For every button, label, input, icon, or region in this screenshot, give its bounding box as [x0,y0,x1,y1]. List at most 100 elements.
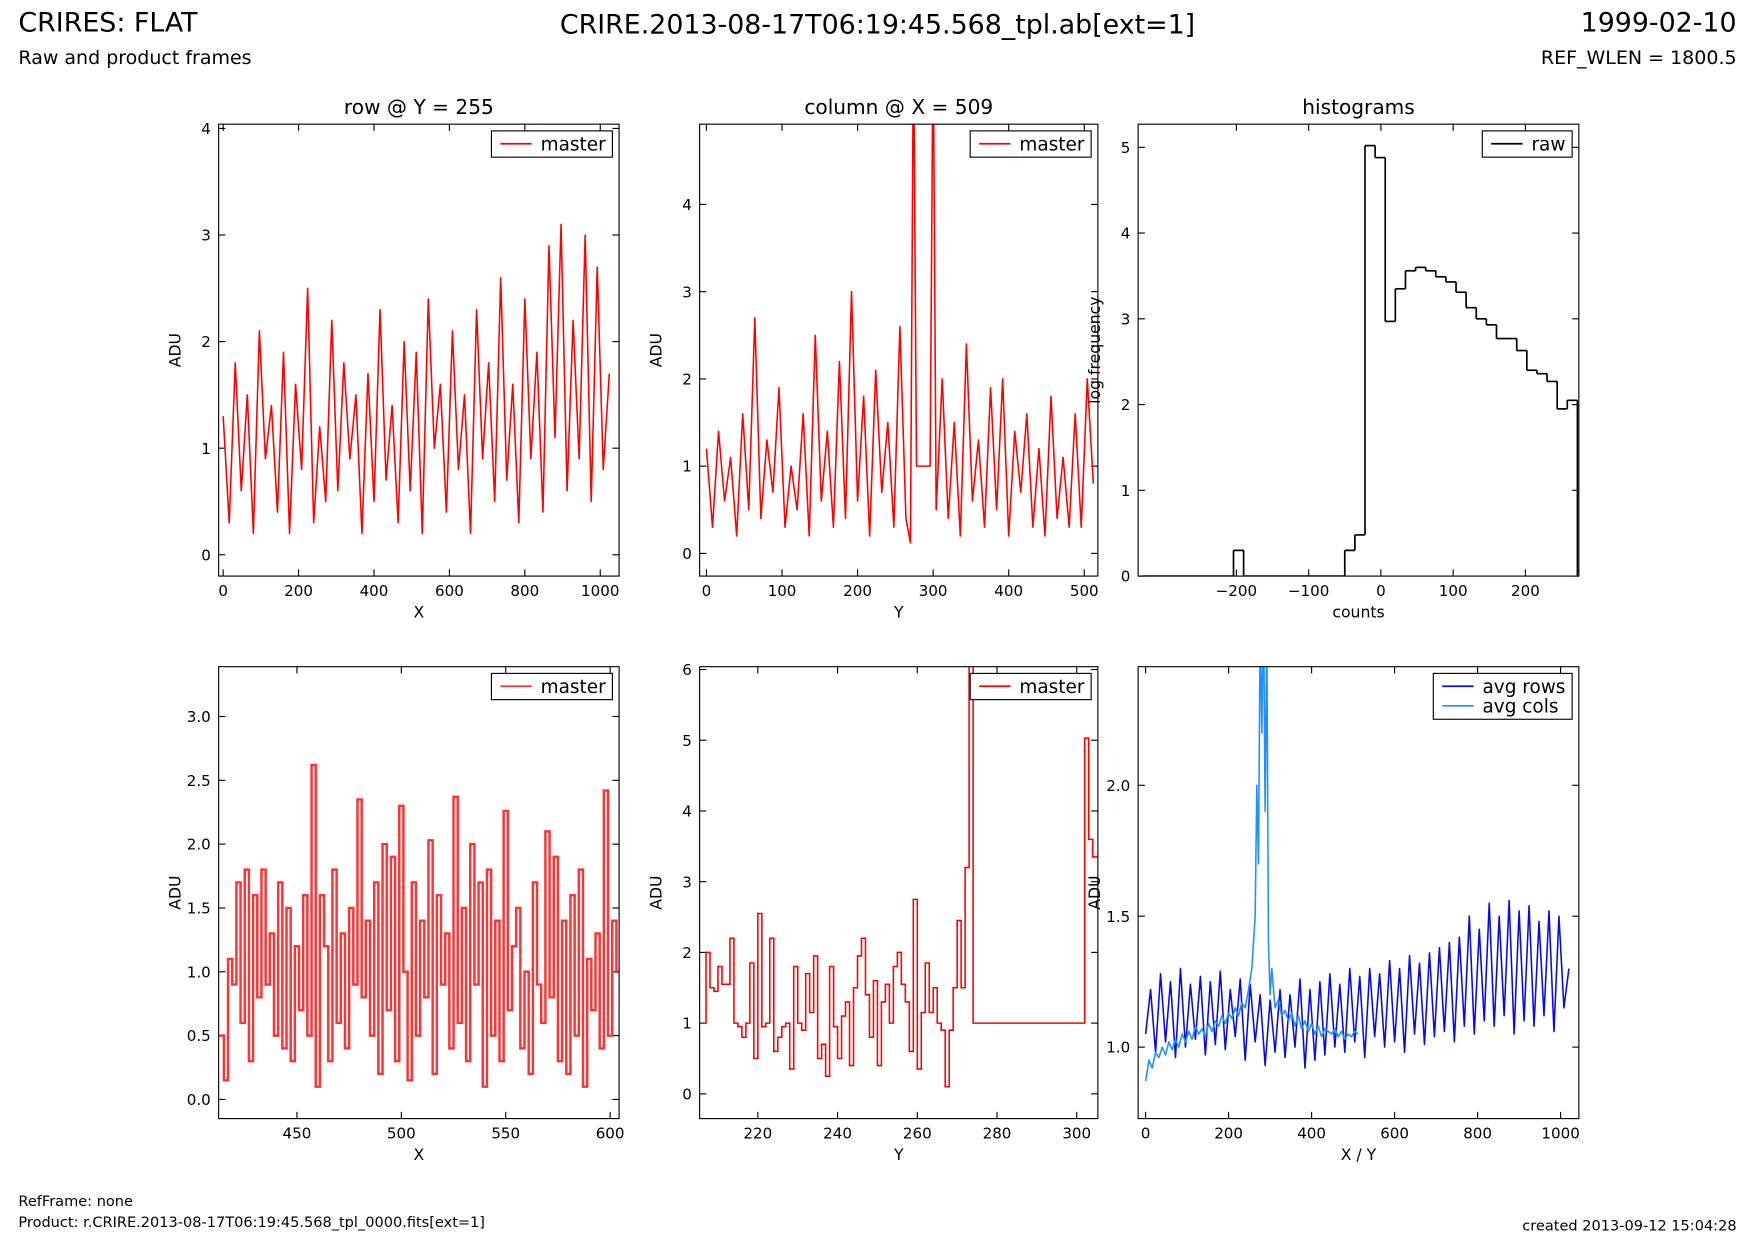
y-tick-label: 3 [1121,310,1131,328]
y-tick-label: 3 [682,283,692,301]
x-axis-label: X [414,1145,425,1164]
legend: master [969,672,1092,701]
x-tick-label: 1000 [581,582,619,600]
y-tick-label: 2 [1121,396,1131,414]
y-tick-label: 2.5 [187,772,211,790]
x-tick-label: 400 [360,582,389,600]
y-tick-label: 2.0 [187,836,211,854]
data-line [222,223,611,535]
y-axis-label: ADU [1085,876,1104,910]
panel: X ADU 450 500 550 600 0.0 0.5 1.0 1.5 2.0 2.5 3.0 mas… [166,666,625,1164]
x-axis-label: Y [893,1145,904,1164]
x-tick-label: 500 [1070,582,1099,600]
x-axis-label: Y [893,602,904,621]
x-axis-label: counts [1332,602,1384,621]
legend-label: avg rows [1483,677,1566,698]
axes-frame [699,666,1099,1120]
x-tick-label: 200 [284,582,313,600]
date: 1999-02-10 [1581,7,1737,38]
x-tick-label: 200 [1214,1125,1243,1143]
panel-title: histograms [1302,95,1415,119]
panel: column @ X = 509 Y ADU 0 100 200 300 400 500 0 1 2 3… [647,95,1099,621]
panel: row @ Y = 255 X ADU 0 200 400 600 800 1000 0 1 2 3 4 m… [166,95,620,621]
y-axis-label: log frequency [1085,296,1104,403]
y-tick-label: 1.5 [187,900,211,918]
x-tick-label: 400 [1297,1125,1326,1143]
page-subtitle: Raw and product frames [18,47,251,69]
y-tick-label: 5 [682,732,692,750]
y-tick-label: 3 [201,227,211,245]
data-line [219,763,620,1088]
x-tick-label: 280 [983,1125,1012,1143]
y-tick-label: 3 [682,873,692,891]
axes-frame [1137,123,1580,577]
axes-frame [218,123,620,577]
x-tick-label: 0 [1141,1125,1151,1143]
data-line [1144,899,1570,1069]
legend: master [490,130,613,158]
x-tick-label: 240 [823,1125,852,1143]
product: Product: r.CRIRE.2013-08-17T06:19:45.568… [18,1215,485,1231]
x-tick-label: 260 [903,1125,932,1143]
x-tick-label: 600 [596,1125,625,1143]
x-tick-label: 800 [1463,1125,1492,1143]
legend-label: avg cols [1483,697,1559,718]
legend-label: master [541,677,606,698]
y-tick-label: 1.0 [187,963,211,981]
legend-label: master [541,134,606,155]
plot-area [1142,144,1579,577]
x-tick-label: 220 [743,1125,772,1143]
axes-frame [218,666,620,1120]
x-tick-label: 0 [702,582,712,600]
y-tick-label: 0.5 [187,1027,211,1045]
y-tick-label: 2.0 [1106,777,1130,795]
x-tick-label: 500 [387,1125,416,1143]
y-tick-label: 0 [682,1085,692,1103]
y-tick-label: 1 [1121,482,1131,500]
x-tick-label: 450 [283,1125,312,1143]
x-tick-label: 1000 [1541,1125,1579,1143]
data-line [702,666,1098,1088]
x-tick-label: 0 [1376,582,1386,600]
y-tick-label: 2 [201,333,211,351]
ref-frame: RefFrame: none [18,1194,133,1210]
plot-area [1144,666,1570,1082]
y-tick-label: 1 [682,458,692,476]
x-tick-label: 600 [435,582,464,600]
plot-area [705,124,1095,544]
legend: raw [1481,130,1573,158]
plot-area [702,666,1098,1088]
y-tick-label: 3.0 [187,708,211,726]
legend-label: master [1019,677,1084,698]
x-tick-label: 550 [491,1125,520,1143]
y-tick-label: 0.0 [187,1091,211,1109]
x-tick-label: −200 [1216,582,1257,600]
y-tick-label: 0 [682,545,692,563]
panel: X / Y ADU 0 200 400 600 800 1000 1.0 1.5 2.0 avg ro… [1085,666,1580,1164]
panel-title: column @ X = 509 [804,95,993,119]
x-tick-label: 200 [1511,582,1540,600]
x-axis-label: X / Y [1341,1145,1377,1164]
x-tick-label: 300 [1062,1125,1091,1143]
legend-label: master [1019,134,1084,155]
y-axis-label: ADU [166,876,185,910]
panel-title: row @ Y = 255 [344,95,494,119]
axes-frame [1137,666,1580,1120]
x-tick-label: 200 [843,582,872,600]
plot-area [222,223,611,535]
data-line [705,124,1095,544]
axes-frame [699,123,1099,577]
y-axis-label: ADU [647,876,666,910]
x-tick-label: −100 [1288,582,1329,600]
y-axis-label: ADU [647,333,666,367]
y-tick-label: 4 [1121,225,1131,243]
y-tick-label: 0 [1121,568,1131,586]
y-tick-label: 2 [682,944,692,962]
legend: master [490,672,613,701]
x-tick-label: 800 [510,582,539,600]
x-tick-label: 600 [1380,1125,1409,1143]
x-tick-label: 400 [994,582,1023,600]
legend: master [969,130,1092,158]
